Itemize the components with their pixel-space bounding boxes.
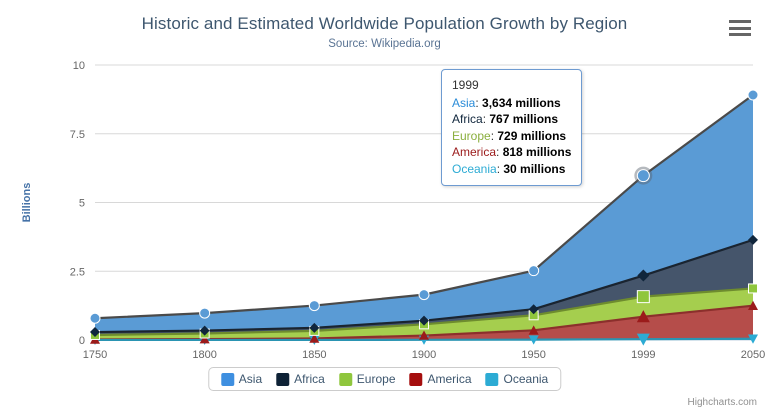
hamburger-bar [729,26,751,30]
y-axis-tick-label: 5 [79,198,85,210]
data-point-america[interactable] [199,334,210,344]
legend-label: Asia [238,372,263,386]
data-point-europe[interactable] [636,290,650,304]
data-point-america[interactable] [748,300,758,310]
y-axis-tick-label: 0 [79,335,85,347]
hamburger-menu-icon[interactable] [729,18,753,38]
legend-label: Europe [356,372,396,386]
data-point-america[interactable] [309,333,320,343]
data-point-asia[interactable] [418,289,430,301]
x-axis-tick-label: 1850 [302,349,326,361]
data-point-asia[interactable] [89,312,101,324]
tooltip-series-value: 818 millions [502,145,572,159]
x-axis-tick-label: 1999 [631,349,655,361]
data-point-asia[interactable] [308,300,320,312]
y-axis-title: Billions [21,183,33,223]
data-point-asia[interactable] [199,307,211,319]
area-series-america[interactable] [95,305,753,340]
tooltip-separator: : [496,161,504,176]
credits-link[interactable]: Highcharts.com [687,397,757,408]
data-point-oceania[interactable] [528,335,539,345]
x-axis-tick-label: 1800 [192,349,216,361]
legend-item-america[interactable]: America [409,372,472,386]
x-axis-tick-label: 1750 [83,349,107,361]
chart-subtitle: Source: Wikipedia.org [328,38,441,50]
tooltip-series-value: 729 millions [497,128,567,143]
tooltip-series-value: 767 millions [489,112,559,126]
legend-label: Africa [294,372,325,386]
tooltip-series-name: America [452,145,497,159]
tooltip-separator: : [482,112,490,126]
x-axis-tick-label: 1950 [521,349,545,361]
hamburger-bar [729,20,751,23]
tooltip-rows: Asia: 3,634 millions Africa: 767 millions… [452,95,571,178]
legend-item-asia[interactable]: Asia [220,372,263,386]
data-point-africa[interactable] [637,269,650,282]
data-point-africa[interactable] [309,322,320,333]
tooltip: 1999 Asia: 3,634 millions Africa: 767 mil… [441,69,583,186]
tooltip-series-name: Europe [452,128,491,143]
y-axis-tick-label: 2.5 [70,266,85,278]
data-point-africa[interactable] [90,327,100,338]
legend: Asia Africa Europe America Oceania [207,367,562,391]
data-point-america[interactable] [636,310,650,323]
data-point-oceania[interactable] [636,333,650,346]
tooltip-header: 1999 [452,78,479,92]
page-title: Historic and Estimated Worldwide Populat… [141,14,628,33]
legend-swatch-icon [276,372,290,386]
tooltip-series-value: 3,634 millions [482,95,561,110]
data-point-asia[interactable] [528,265,540,277]
data-point-africa[interactable] [199,325,210,336]
legend-item-oceania[interactable]: Oceania [485,372,549,386]
data-point-america[interactable] [528,325,539,335]
data-point-asia[interactable] [747,89,759,101]
legend-swatch-icon [220,372,234,386]
x-axis-tick-label: 2050 [741,349,765,361]
legend-swatch-icon [409,372,423,386]
legend-label: America [427,372,472,386]
legend-swatch-icon [338,372,352,386]
tooltip-series-name: Africa [452,112,483,126]
data-point-oceania[interactable] [748,334,758,344]
tooltip-separator: : [475,95,483,110]
data-point-africa[interactable] [419,315,429,326]
legend-swatch-icon [485,372,499,386]
tooltip-row: Oceania: 30 millions [452,161,571,178]
tooltip-row: Europe: 729 millions [452,128,571,145]
tooltip-separator: : [496,145,503,159]
tooltip-row: America: 818 millions [452,144,571,161]
legend-item-europe[interactable]: Europe [338,372,396,386]
legend-item-africa[interactable]: Africa [276,372,325,386]
legend-label: Oceania [503,372,549,386]
hamburger-bar [729,33,751,36]
x-axis-tick-label: 1900 [412,349,436,361]
data-point-europe[interactable] [748,283,758,294]
tooltip-series-name: Oceania [452,161,497,176]
tooltip-series-value: 30 millions [503,161,566,176]
data-point-america[interactable] [419,330,429,340]
area-series-asia[interactable] [95,95,753,340]
data-point-africa[interactable] [748,234,758,245]
y-axis-tick-label: 10 [73,60,85,72]
tooltip-row: Asia: 3,634 millions [452,95,571,112]
tooltip-series-name: Asia [452,95,476,110]
tooltip-row: Africa: 767 millions [452,111,571,128]
y-axis-tick-label: 7.5 [70,129,85,141]
data-point-africa[interactable] [528,304,539,315]
tooltip-separator: : [490,128,498,143]
data-point-asia[interactable] [636,169,650,183]
